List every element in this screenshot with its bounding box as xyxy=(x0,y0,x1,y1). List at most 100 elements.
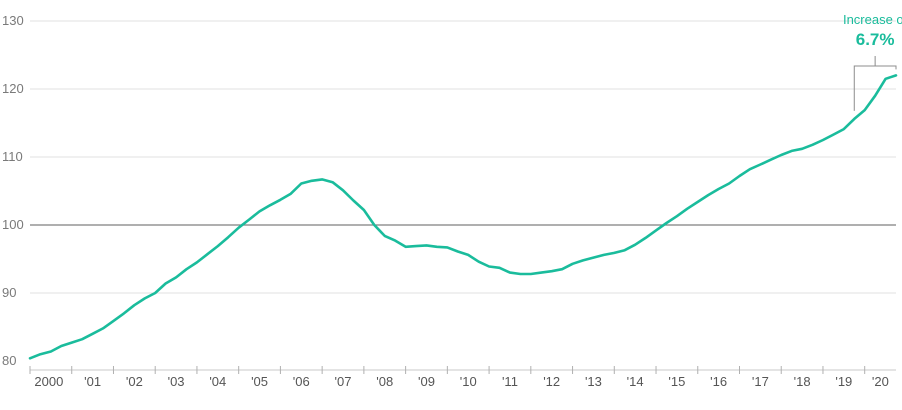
x-tick-label: '12 xyxy=(543,374,560,389)
y-tick-label: 130 xyxy=(2,13,24,28)
data-point xyxy=(60,345,62,347)
x-tick-label: '06 xyxy=(293,374,310,389)
y-axis-ticks: 80 90 100 110 120 130 xyxy=(2,13,24,368)
x-axis-ticks: 2000 '01 '02 '03 '04 '05 '06 '07 '08 '09 '10 '11 '12… xyxy=(34,374,888,389)
x-axis xyxy=(29,366,896,374)
x-tick-label: '20 xyxy=(872,374,889,389)
annotation-value: 6.7% xyxy=(856,30,895,49)
x-tick-label: '09 xyxy=(418,374,435,389)
data-point xyxy=(717,188,719,190)
x-tick-label: '03 xyxy=(168,374,185,389)
data-point xyxy=(561,268,563,270)
data-point xyxy=(248,218,250,220)
annotation-bracket xyxy=(853,56,897,111)
data-point xyxy=(843,128,845,130)
data-point xyxy=(384,235,386,237)
data-point xyxy=(227,236,229,238)
x-tick-label: '01 xyxy=(84,374,101,389)
data-point xyxy=(29,357,31,359)
data-point xyxy=(133,304,135,306)
data-point xyxy=(39,353,41,355)
y-tick-label: 90 xyxy=(2,285,16,300)
data-point xyxy=(811,144,813,146)
data-point xyxy=(697,201,699,203)
data-point xyxy=(498,267,500,269)
data-point xyxy=(634,244,636,246)
data-point xyxy=(790,150,792,152)
series-line xyxy=(28,74,898,360)
gridlines xyxy=(30,20,896,294)
data-point xyxy=(300,182,302,184)
x-tick-label: '15 xyxy=(668,374,685,389)
data-point xyxy=(446,246,448,248)
data-point xyxy=(81,338,83,340)
data-point xyxy=(457,250,459,252)
data-point xyxy=(237,227,239,229)
data-point xyxy=(164,282,166,284)
data-point xyxy=(185,268,187,270)
data-point xyxy=(644,237,646,239)
data-point xyxy=(373,224,375,226)
series-group xyxy=(28,74,898,360)
data-point xyxy=(676,215,678,217)
data-point xyxy=(707,194,709,196)
data-point xyxy=(884,78,886,80)
data-point xyxy=(613,252,615,254)
data-point xyxy=(895,74,897,76)
data-point xyxy=(279,199,281,201)
x-tick-label: '10 xyxy=(460,374,477,389)
data-point xyxy=(603,254,605,256)
data-point xyxy=(415,245,417,247)
data-point xyxy=(832,133,834,135)
data-point xyxy=(550,270,552,272)
data-point xyxy=(770,159,772,161)
x-tick-label: '02 xyxy=(126,374,143,389)
x-tick-label: '11 xyxy=(502,374,518,389)
data-point xyxy=(425,244,427,246)
data-point xyxy=(102,327,104,329)
x-tick-label: '14 xyxy=(627,374,644,389)
increase-annotation: Increase of 6.7% xyxy=(843,12,902,111)
data-point xyxy=(488,265,490,267)
data-point xyxy=(144,297,146,299)
data-point xyxy=(196,261,198,263)
data-point xyxy=(206,253,208,255)
y-tick-label: 100 xyxy=(2,217,24,232)
data-point xyxy=(123,312,125,314)
data-point xyxy=(363,209,365,211)
x-tick-label: '05 xyxy=(251,374,268,389)
x-tick-label: 2000 xyxy=(34,374,63,389)
data-point xyxy=(477,261,479,263)
y-tick-label: 110 xyxy=(2,149,23,164)
data-point xyxy=(530,273,532,275)
data-point xyxy=(290,193,292,195)
x-tick-label: '18 xyxy=(794,374,811,389)
data-point xyxy=(175,276,177,278)
data-point xyxy=(822,139,824,141)
data-point xyxy=(592,256,594,258)
data-point xyxy=(91,333,93,335)
x-tick-label: '17 xyxy=(752,374,769,389)
x-tick-label: '04 xyxy=(209,374,226,389)
data-point xyxy=(467,254,469,256)
data-point xyxy=(665,222,667,224)
data-point xyxy=(50,350,52,352)
data-point xyxy=(874,95,876,97)
data-point xyxy=(217,245,219,247)
y-tick-label: 80 xyxy=(2,353,16,368)
data-point xyxy=(582,259,584,261)
data-point xyxy=(509,271,511,273)
data-point xyxy=(321,178,323,180)
data-point xyxy=(749,168,751,170)
data-point xyxy=(258,210,260,212)
x-tick-label: '19 xyxy=(835,374,852,389)
data-point xyxy=(154,292,156,294)
x-tick-label: '08 xyxy=(376,374,393,389)
data-point xyxy=(352,199,354,201)
x-tick-label: '16 xyxy=(710,374,727,389)
data-point xyxy=(624,249,626,251)
data-point xyxy=(801,148,803,150)
data-point xyxy=(519,273,521,275)
data-point xyxy=(112,320,114,322)
